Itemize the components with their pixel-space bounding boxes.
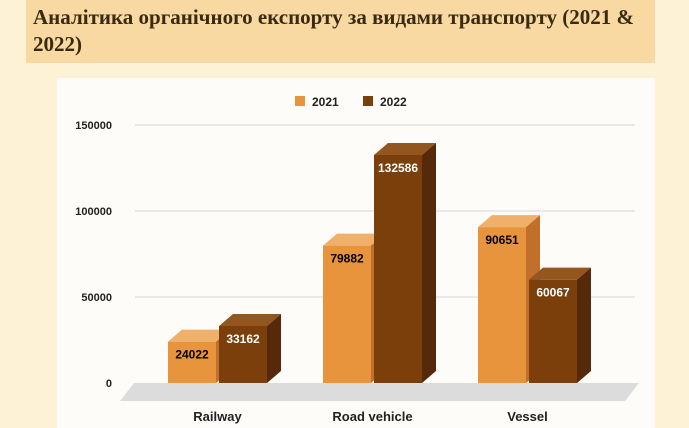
chart-panel: 0 50000 100000 150000 2021 2022 24022 33162 Rail… <box>57 78 655 428</box>
bar-top-2022 <box>219 313 281 326</box>
legend-label: 2021 <box>312 95 339 109</box>
bar-side-2022 <box>577 267 591 383</box>
bar-chart: 0 50000 100000 150000 2021 2022 24022 33162 Rail… <box>75 95 639 424</box>
bar-side-2022 <box>422 142 436 383</box>
bar-2022 <box>219 325 267 383</box>
legend-label: 2022 <box>380 95 407 109</box>
bar-2022 <box>374 154 422 383</box>
legend-swatch <box>363 96 373 106</box>
bar-2021 <box>323 245 371 383</box>
category-label: Vessel <box>507 409 548 424</box>
data-label: 60067 <box>536 286 570 300</box>
bar-top-2021 <box>478 215 540 228</box>
bar-side-2022 <box>267 313 281 383</box>
y-tick-label: 100000 <box>75 206 112 218</box>
data-label: 79882 <box>330 252 364 266</box>
chart-title: Аналітика органічного експорту за видами… <box>33 5 634 56</box>
title-band: Аналітика органічного експорту за видами… <box>26 0 655 63</box>
bar-2021 <box>478 227 526 383</box>
data-label: 90651 <box>485 233 519 247</box>
bar-2022 <box>529 279 577 383</box>
y-tick-label: 0 <box>106 378 112 390</box>
category-label: Road vehicle <box>332 409 412 424</box>
category-label: Railway <box>193 409 242 424</box>
bar-top-2021 <box>168 329 230 342</box>
bar-top-2022 <box>374 142 436 155</box>
data-label: 33162 <box>226 332 260 346</box>
y-tick-label: 50000 <box>81 292 112 304</box>
data-label: 132586 <box>378 161 418 175</box>
legend-swatch <box>295 96 305 106</box>
bar-top-2022 <box>529 267 591 280</box>
chart-floor <box>120 383 639 401</box>
bar-2021 <box>168 341 216 383</box>
data-label: 24022 <box>175 348 209 362</box>
bar-top-2021 <box>323 233 385 246</box>
y-tick-label: 150000 <box>75 120 112 132</box>
